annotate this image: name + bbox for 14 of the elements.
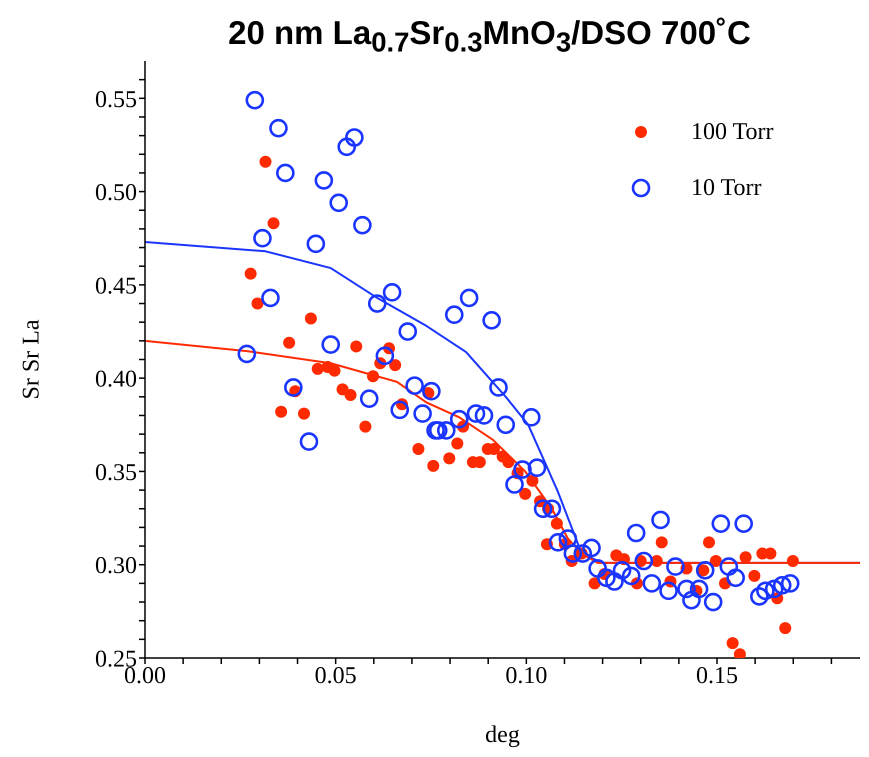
- x-axis-title: deg: [485, 722, 520, 748]
- legend-label: 10 Torr: [691, 174, 762, 202]
- y-tick-label: 0.50: [95, 180, 137, 206]
- legend-label: 100 Torr: [691, 118, 774, 146]
- y-tick-label: 0.55: [95, 86, 137, 113]
- y-tick-label: 0.45: [95, 273, 137, 300]
- x-tick-label: 0.05: [314, 663, 357, 690]
- x-tick-label: 0.10: [505, 663, 548, 690]
- y-tick-label: 0.30: [95, 553, 137, 580]
- y-tick-label: 0.40: [95, 366, 137, 393]
- y-tick-label: 0.35: [95, 460, 137, 486]
- x-tick-label: 0.15: [696, 663, 738, 690]
- chart-title: 20 nm La$_{0.7}$Sr$_{0.3}$MnO$_{3}$/DSO 700˚C: [227, 13, 752, 58]
- y-axis-title: Sr Sr La: [18, 319, 45, 400]
